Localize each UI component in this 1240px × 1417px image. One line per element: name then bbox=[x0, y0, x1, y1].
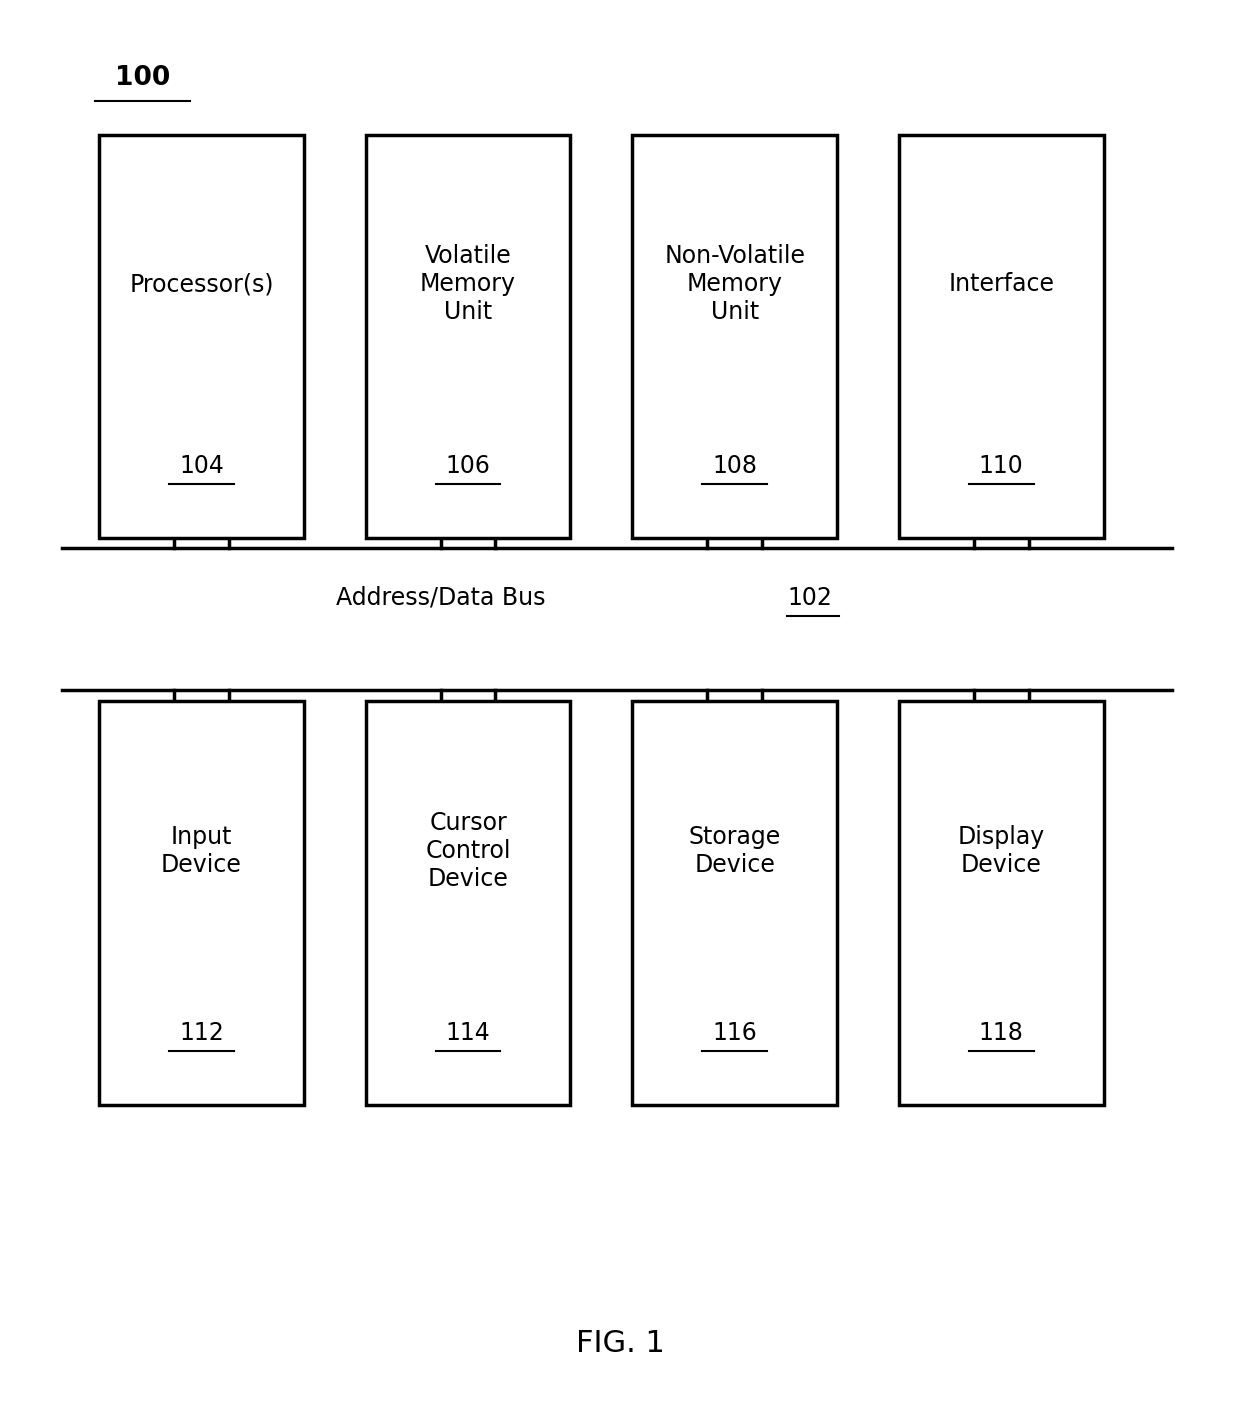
Text: Cursor
Control
Device: Cursor Control Device bbox=[425, 811, 511, 891]
Text: 110: 110 bbox=[978, 453, 1024, 478]
Text: 100: 100 bbox=[115, 65, 170, 91]
Text: Storage
Device: Storage Device bbox=[688, 825, 781, 877]
Text: 114: 114 bbox=[445, 1020, 491, 1044]
Text: Volatile
Memory
Unit: Volatile Memory Unit bbox=[420, 244, 516, 324]
FancyBboxPatch shape bbox=[899, 701, 1104, 1105]
Text: 102: 102 bbox=[787, 587, 832, 609]
FancyBboxPatch shape bbox=[366, 701, 570, 1105]
Text: Input
Device: Input Device bbox=[161, 825, 242, 877]
Text: 116: 116 bbox=[712, 1020, 758, 1044]
Text: 104: 104 bbox=[179, 453, 224, 478]
FancyBboxPatch shape bbox=[366, 135, 570, 538]
Text: 106: 106 bbox=[445, 453, 491, 478]
Text: 118: 118 bbox=[978, 1020, 1024, 1044]
FancyBboxPatch shape bbox=[99, 135, 304, 538]
Text: Interface: Interface bbox=[949, 272, 1054, 296]
Text: Display
Device: Display Device bbox=[957, 825, 1045, 877]
FancyBboxPatch shape bbox=[99, 701, 304, 1105]
FancyBboxPatch shape bbox=[632, 701, 837, 1105]
FancyBboxPatch shape bbox=[899, 135, 1104, 538]
Text: 108: 108 bbox=[712, 453, 758, 478]
FancyBboxPatch shape bbox=[632, 135, 837, 538]
Text: Address/Data Bus: Address/Data Bus bbox=[336, 587, 546, 609]
Text: Non-Volatile
Memory
Unit: Non-Volatile Memory Unit bbox=[665, 244, 805, 324]
Text: Processor(s): Processor(s) bbox=[129, 272, 274, 296]
Text: 112: 112 bbox=[179, 1020, 224, 1044]
Text: FIG. 1: FIG. 1 bbox=[575, 1329, 665, 1357]
